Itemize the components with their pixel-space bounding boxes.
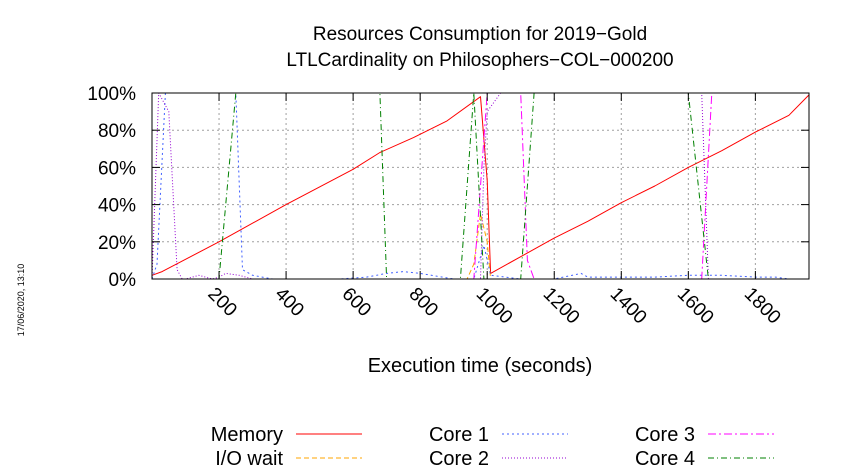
y-tick-label: 0%: [109, 270, 137, 291]
legend-label-core-3: Core 3: [635, 424, 695, 446]
y-tick-label: 60%: [98, 158, 136, 179]
series-line-core-3: [152, 92, 809, 280]
y-tick-label: 40%: [98, 196, 136, 217]
x-tick-label: 1400: [606, 284, 651, 329]
x-tick-label: 800: [405, 284, 442, 321]
legend-label-i-o-wait: I/O wait: [215, 448, 283, 470]
legend-label-core-1: Core 1: [429, 424, 489, 446]
y-tick-label: 100%: [87, 84, 136, 105]
legend-label-core-2: Core 2: [429, 448, 489, 470]
y-tick-label: 20%: [98, 233, 136, 254]
grid: [152, 93, 809, 279]
x-tick-label: 400: [271, 284, 308, 321]
series-line-memory: [151, 94, 810, 276]
series-line-core-4: [152, 92, 809, 280]
plot-frame: [151, 92, 810, 280]
x-tick-label: 200: [204, 284, 241, 321]
series-lines: [151, 92, 810, 280]
x-tick-label: 1600: [673, 284, 718, 329]
x-tick-label: 600: [338, 284, 375, 321]
series-line-core-1: [151, 92, 809, 280]
legend-label-memory: Memory: [211, 424, 283, 446]
chart-title: Resources Consumption for 2019−Gold: [313, 24, 647, 45]
x-axis-label: Execution time (seconds): [368, 355, 593, 377]
date-stamp: 17/06/2020, 13:10: [16, 264, 26, 337]
x-tick-label: 1000: [472, 284, 517, 329]
x-tick-label: 1800: [740, 284, 785, 329]
series-line-core-2: [151, 92, 809, 280]
legend-label-core-4: Core 4: [635, 448, 695, 470]
x-tick-label: 1200: [539, 284, 584, 329]
y-tick-label: 80%: [98, 121, 136, 142]
chart-subtitle: LTLCardinality on Philosophers−COL−00020…: [286, 50, 673, 71]
